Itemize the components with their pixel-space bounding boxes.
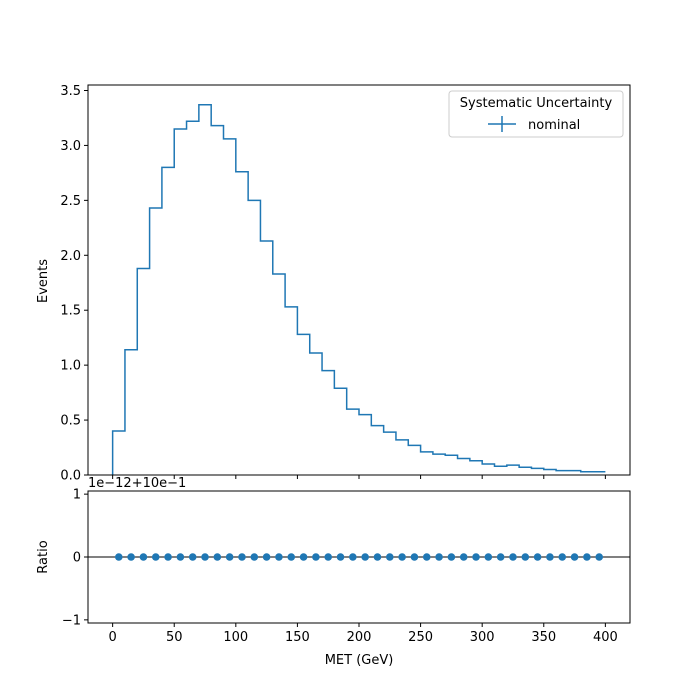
ratio-point	[496, 553, 505, 561]
top-y-tick-label: 0.5	[60, 414, 81, 429]
ratio-point	[410, 553, 419, 561]
ratio-point	[312, 553, 320, 561]
legend-title: Systematic Uncertainty	[460, 96, 613, 111]
legend-entry-nominal: nominal	[528, 118, 580, 133]
ratio-point	[595, 553, 604, 561]
bottom-x-tick-label: 250	[408, 630, 433, 645]
bottom-y-axis-label: Ratio	[36, 540, 51, 573]
ratio-point	[201, 553, 209, 561]
bottom-x-tick-label: 0	[108, 630, 116, 645]
top-y-tick-label: 3.5	[60, 84, 81, 99]
ratio-point	[373, 553, 382, 561]
top-y-tick-label: 0.0	[60, 469, 81, 484]
bottom-x-tick-label: 100	[223, 630, 248, 645]
ratio-point	[558, 553, 567, 561]
ratio-point	[398, 553, 406, 561]
bottom-y-tick-label: −1	[62, 613, 81, 628]
bottom-y-tick-label: 1	[73, 488, 81, 503]
top-y-tick-label: 2.0	[60, 249, 81, 264]
ratio-point	[176, 553, 185, 561]
bottom-x-ticks: 0 50 100 150 200 250 300 350 400	[108, 623, 618, 645]
bottom-x-tick-label: 300	[470, 630, 495, 645]
top-x-ticks	[112, 475, 606, 479]
ratio-point	[114, 553, 123, 561]
ratio-point	[225, 553, 234, 561]
top-y-tick-label: 3.0	[60, 139, 81, 154]
ratio-point	[287, 553, 296, 561]
top-y-axis-label: Events	[36, 259, 51, 303]
ratio-point	[447, 553, 456, 561]
ratio-point	[336, 553, 345, 561]
histogram-step-line	[111, 104, 606, 475]
top-plot-frame	[87, 84, 631, 476]
ratio-point	[422, 553, 431, 561]
ratio-point	[275, 553, 283, 561]
bottom-plot-frame	[87, 490, 631, 624]
ratio-points	[114, 553, 604, 561]
top-panel: 0.0 0.5 1.0 1.5 2.0 2.5 3.0 3.5 Events Systemat…	[36, 84, 631, 484]
bottom-x-tick-label: 200	[347, 630, 372, 645]
ratio-point	[139, 553, 148, 561]
ratio-point	[188, 553, 197, 561]
ratio-point	[127, 553, 135, 561]
ratio-point	[164, 553, 172, 561]
ratio-point	[361, 553, 369, 561]
legend-box	[448, 90, 624, 138]
bottom-x-tick-label: 400	[593, 630, 618, 645]
legend-marker	[488, 116, 516, 132]
x-axis-label: MET (GeV)	[325, 653, 394, 668]
bottom-x-tick-label: 350	[531, 630, 556, 645]
ratio-point	[324, 553, 333, 561]
ratio-point	[238, 553, 246, 561]
ratio-point	[349, 553, 357, 561]
ratio-point	[385, 553, 394, 561]
ratio-point	[546, 553, 554, 561]
ratio-point	[472, 553, 480, 561]
top-y-ticks: 0.0 0.5 1.0 1.5 2.0 2.5 3.0 3.5	[60, 84, 88, 484]
ratio-point	[570, 553, 579, 561]
ratio-point	[583, 553, 591, 561]
offset-text: 1e−12+10e−1	[88, 476, 186, 491]
ratio-point	[299, 553, 308, 561]
ratio-point	[533, 553, 542, 561]
bottom-x-tick-label: 150	[285, 630, 310, 645]
legend: Systematic Uncertainty nominal	[448, 90, 624, 138]
ratio-point	[484, 553, 493, 561]
ratio-point	[459, 553, 468, 561]
top-y-tick-label: 1.5	[60, 304, 81, 319]
bottom-y-ticks: −1 0 1	[62, 488, 88, 628]
ratio-point	[213, 553, 222, 561]
top-y-tick-label: 2.5	[60, 194, 81, 209]
bottom-panel: −1 0 1 0 50 100 150 200 250 300 350 400 1e−12+10e−…	[36, 476, 631, 668]
ratio-point	[262, 553, 271, 561]
ratio-point	[435, 553, 443, 561]
bottom-y-tick-label: 0	[73, 551, 81, 566]
ratio-point	[509, 553, 517, 561]
ratio-point	[151, 553, 160, 561]
top-y-tick-label: 1.0	[60, 359, 81, 374]
ratio-point	[521, 553, 530, 561]
ratio-point	[250, 553, 259, 561]
bottom-x-tick-label: 50	[166, 630, 183, 645]
